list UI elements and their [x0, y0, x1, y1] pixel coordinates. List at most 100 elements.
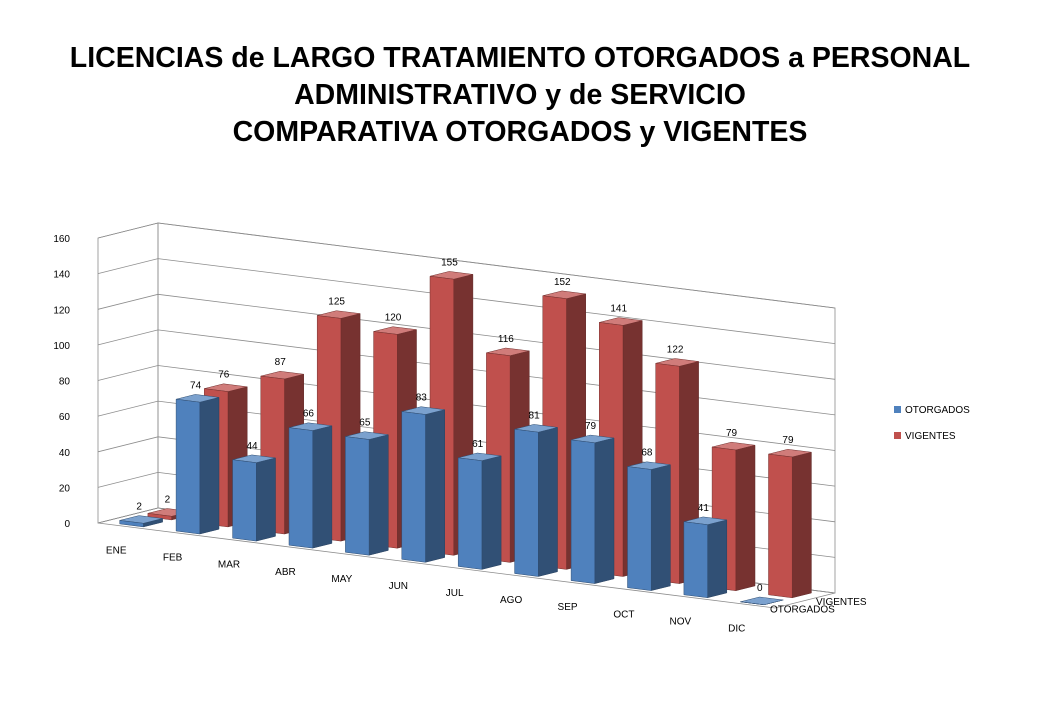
data-label: 66: [303, 409, 315, 420]
title-line-1: LICENCIAS de LARGO TRATAMIENTO OTORGADOS…: [69, 42, 971, 74]
data-label: 2: [165, 494, 171, 505]
data-label: 155: [441, 257, 458, 268]
x-tick-label: OCT: [613, 609, 634, 620]
bar-front: [401, 411, 426, 563]
bar-otorgados: [232, 454, 276, 542]
y-tick-label: 120: [53, 305, 70, 316]
depth-label: VIGENTES: [816, 597, 867, 608]
legend-label: VIGENTES: [905, 431, 956, 442]
legend-label: OTORGADOS: [905, 405, 970, 416]
x-tick-label: JUL: [446, 588, 464, 599]
data-label: 44: [246, 441, 258, 452]
data-label: 2: [136, 501, 142, 512]
x-axis: ENE FEB MAR ABR MAY JUN JUL AGO SEP OCT NOV DIC VIGE…: [106, 546, 867, 635]
bar-side: [538, 427, 558, 577]
bar-front: [683, 521, 708, 598]
bar-otorgados: [401, 406, 445, 563]
data-label: 79: [782, 435, 794, 446]
bars: [119, 271, 812, 606]
x-tick-label: ABR: [275, 567, 296, 578]
data-label: 81: [529, 410, 541, 421]
data-label: 83: [416, 393, 428, 404]
data-label: 122: [667, 344, 684, 355]
depth-label: OTORGADOS: [770, 604, 835, 615]
bar-side: [425, 409, 445, 563]
bar-side: [312, 425, 333, 549]
data-label: 125: [328, 297, 345, 308]
data-label: 76: [218, 370, 230, 381]
y-tick-label: 40: [59, 448, 71, 459]
x-tick-label: DIC: [728, 623, 745, 634]
y-tick-label: 140: [53, 270, 70, 281]
bar-front: [288, 427, 313, 549]
bar-side: [256, 457, 276, 542]
y-tick-label: 100: [53, 341, 70, 352]
data-label: 79: [726, 428, 738, 439]
bar-side: [735, 444, 756, 592]
x-tick-label: MAY: [331, 574, 352, 585]
data-label: 79: [585, 421, 597, 432]
data-label: 74: [190, 380, 202, 391]
data-label: 141: [610, 303, 627, 314]
data-label: 68: [641, 448, 653, 459]
title-line-2: ADMINISTRATIVO y de SERVICIO: [294, 79, 746, 111]
y-tick-label: 160: [53, 234, 70, 245]
bar-side: [368, 434, 389, 556]
bar-otorgados: [570, 434, 615, 584]
data-label: 41: [698, 503, 710, 514]
bar-front: [570, 439, 596, 584]
data-label: 65: [359, 418, 371, 429]
bar-otorgados: [175, 394, 220, 535]
y-tick-label: 60: [59, 412, 71, 423]
title-line-3: COMPARATIVA OTORGADOS y VIGENTES: [232, 116, 808, 148]
bar-side: [707, 519, 728, 599]
legend-swatch: [894, 432, 901, 439]
data-labels: 2 76 87 125 120 155 116 152 141 122 79 79 2 74 44 66 65 8…: [136, 257, 794, 594]
legend-swatch: [894, 406, 901, 413]
x-tick-label: JUN: [389, 581, 408, 592]
x-tick-label: AGO: [500, 595, 522, 606]
data-label: 152: [554, 277, 571, 288]
gridline: [97, 258, 836, 344]
y-tick-label: 80: [59, 377, 71, 388]
y-tick-label: 0: [64, 519, 70, 530]
bar-otorgados: [119, 515, 163, 528]
bar-otorgados: [345, 431, 389, 556]
bar-otorgados: [514, 424, 558, 577]
data-label: 116: [498, 334, 514, 345]
y-axis: 0 20 40 60 80 100 120 140 160: [53, 234, 70, 530]
gridline: [97, 222, 836, 309]
data-label: 120: [385, 313, 402, 324]
x-tick-label: NOV: [670, 616, 692, 627]
x-tick-label: FEB: [163, 553, 183, 564]
bar-otorgados: [683, 516, 728, 599]
bar-side: [481, 455, 502, 570]
bar-front: [627, 466, 652, 591]
bar-side: [791, 451, 812, 599]
bar-front: [119, 520, 144, 528]
bar-otorgados: [740, 596, 784, 606]
y-tick-label: 20: [59, 483, 71, 494]
bar-front: [514, 428, 539, 577]
data-label: 87: [275, 357, 287, 368]
bar-otorgados: [627, 461, 671, 591]
legend: OTORGADOS VIGENTES: [894, 405, 970, 442]
bar-otorgados: [288, 422, 333, 549]
bar-otorgados: [457, 452, 502, 570]
bar-front: [175, 398, 201, 535]
bar-front: [147, 513, 172, 521]
data-label: 0: [757, 583, 763, 594]
x-tick-label: MAR: [218, 560, 240, 571]
chart-title: LICENCIAS de LARGO TRATAMIENTO OTORGADOS…: [0, 40, 1040, 151]
bar-front: [768, 453, 793, 599]
bar-front: [345, 436, 370, 556]
bar-front: [740, 601, 765, 606]
data-label: 61: [472, 439, 484, 450]
bar-side: [199, 397, 220, 535]
x-tick-label: ENE: [106, 546, 127, 557]
bar-side: [650, 464, 671, 591]
bar-front: [457, 457, 483, 570]
bar-vigentes: [768, 449, 812, 599]
bar-side: [594, 437, 615, 584]
